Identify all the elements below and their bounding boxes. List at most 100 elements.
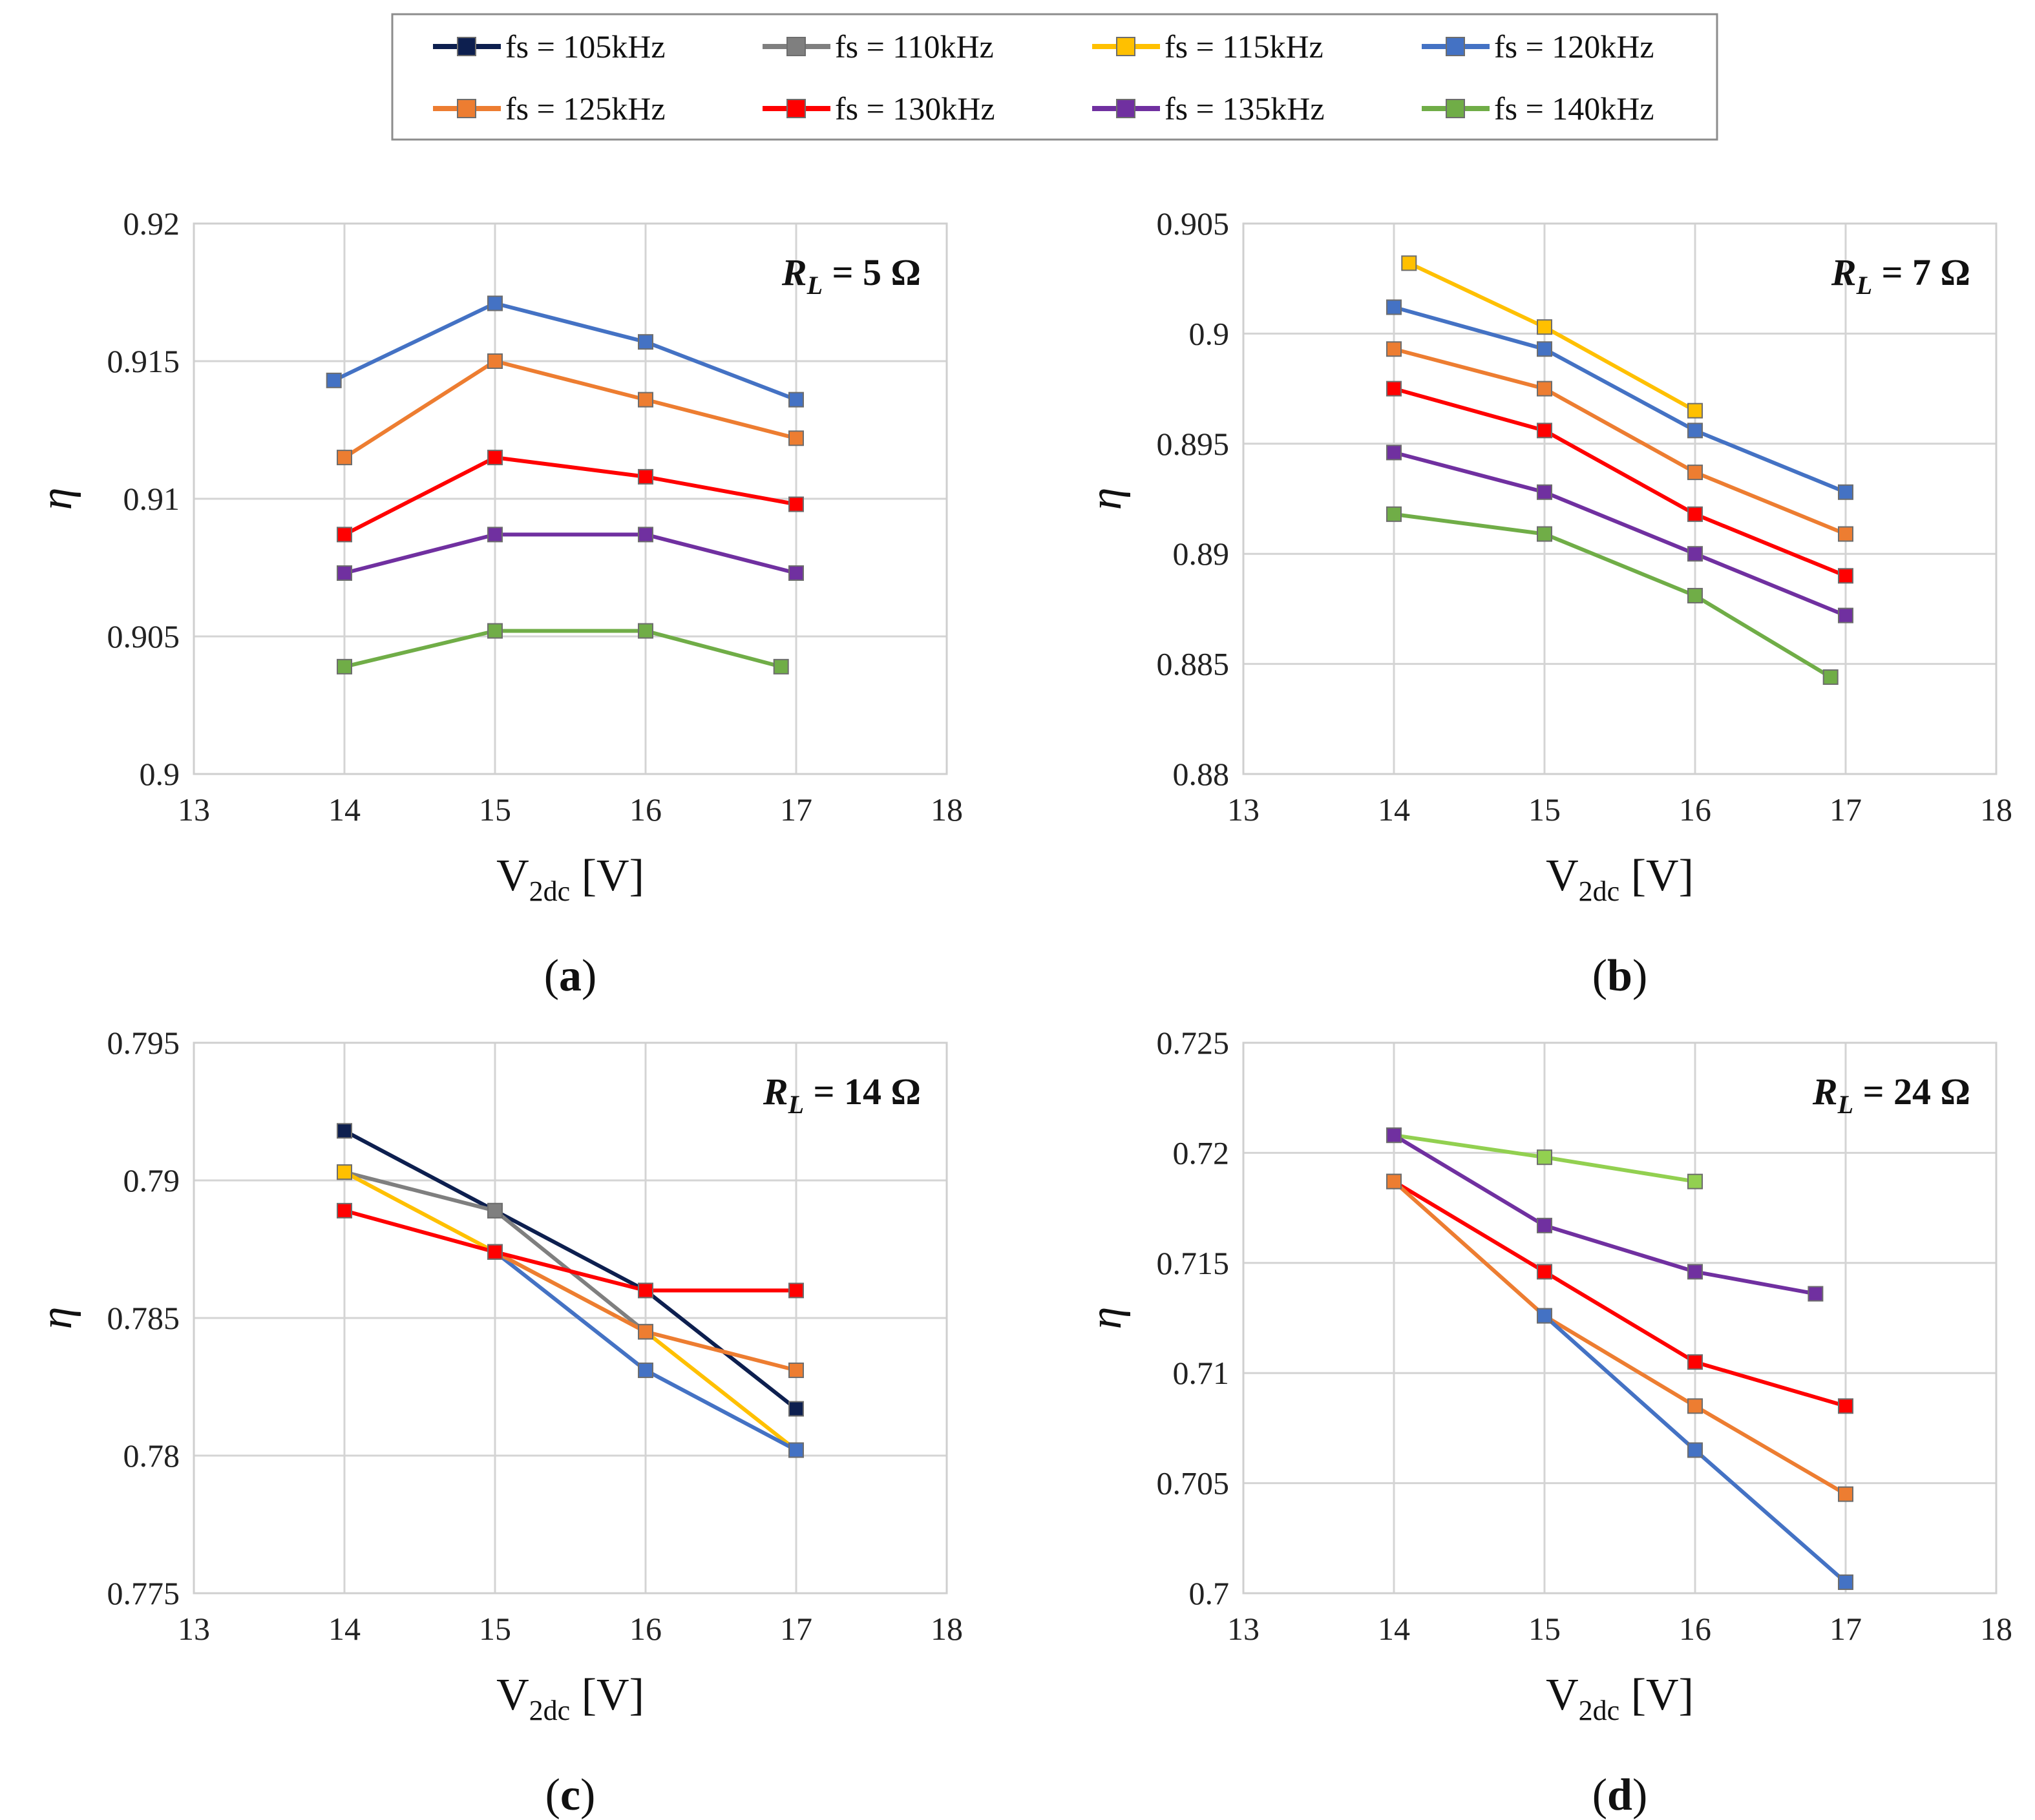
x-tick-label: 13: [178, 1611, 210, 1647]
series-line: [1393, 1133, 1816, 1296]
series-line: [344, 629, 782, 669]
y-tick-label: 0.915: [107, 343, 180, 379]
x-tick-label: 16: [629, 791, 662, 828]
x-tick-label: 14: [1378, 791, 1410, 828]
data-point: [1401, 255, 1417, 271]
x-tick-label: 17: [1829, 1611, 1862, 1647]
annotation-variable: R: [1812, 1071, 1838, 1113]
legend-marker: [1446, 37, 1465, 56]
legend-marker: [786, 37, 806, 56]
data-point: [1838, 1398, 1853, 1414]
x-tick-label: 18: [1980, 1611, 2012, 1647]
legend-label: fs = 120kHz: [1494, 28, 1654, 65]
load-annotation: RL = 14 Ω: [763, 1071, 921, 1119]
data-point: [1838, 484, 1853, 500]
series-line: [1393, 305, 1847, 494]
x-axis-title: V2dc [V]: [496, 1670, 644, 1726]
x-tick-label: 18: [1980, 791, 2012, 828]
y-tick-label: 0.775: [107, 1575, 180, 1611]
data-point: [638, 623, 653, 639]
data-point: [1687, 546, 1703, 562]
series-line: [1393, 1180, 1847, 1496]
data-point: [487, 353, 503, 369]
legend-marker: [1116, 37, 1135, 56]
load-annotation: RL = 7 Ω: [1831, 251, 1970, 300]
data-point: [1386, 341, 1402, 357]
series-line: [1393, 1180, 1846, 1408]
data-point: [1838, 526, 1853, 542]
y-axis-title: η: [32, 1307, 81, 1330]
legend-frame: [391, 13, 1718, 141]
y-axis-title: η: [1081, 1307, 1131, 1330]
data-point: [337, 1123, 352, 1139]
legend-label: fs = 125kHz: [505, 90, 666, 127]
data-point: [638, 527, 653, 543]
series-fs-135khz: [337, 527, 804, 581]
y-tick-label: 0.7: [1189, 1575, 1230, 1611]
x-tick-label: 17: [780, 1611, 812, 1647]
series-line: [1393, 347, 1847, 536]
x-axis-unit: [V]: [570, 851, 644, 901]
series-fs-125khz: [337, 353, 804, 466]
data-point: [1386, 1127, 1402, 1144]
x-tick-label: 15: [1528, 1611, 1561, 1647]
panel-b: 0.88 0.885 0.89 0.895 0.9 0.905 13 14 15 16 17 18 RL…: [1081, 205, 2012, 1001]
data-point: [487, 527, 503, 543]
load-annotation: RL = 24 Ω: [1812, 1071, 1970, 1119]
series-fs-120khz: [1386, 299, 1853, 500]
x-axis-title: V2dc [V]: [496, 851, 644, 907]
data-point: [1822, 669, 1839, 685]
data-point: [638, 392, 653, 408]
x-axis-subscript: 2dc: [1579, 1695, 1620, 1726]
series-line: [344, 532, 797, 575]
x-axis-variable: V: [1546, 851, 1579, 901]
series-fs-135khz: [1386, 1127, 1824, 1302]
legend-label: fs = 135kHz: [1165, 90, 1325, 127]
data-point: [1537, 319, 1552, 335]
data-point: [788, 1401, 804, 1417]
data-point: [1537, 526, 1552, 542]
data-point: [1808, 1286, 1824, 1302]
data-point: [1687, 1442, 1703, 1458]
x-axis-variable: V: [496, 1670, 529, 1720]
data-point: [1687, 423, 1703, 439]
data-point: [1687, 1398, 1703, 1414]
series-fs-130khz: [1386, 1173, 1853, 1414]
series-fs-130khz: [337, 450, 804, 543]
data-point: [1386, 381, 1402, 397]
data-point: [1386, 506, 1402, 522]
y-tick-label: 0.71: [1173, 1355, 1230, 1391]
x-tick-label: 15: [479, 1611, 511, 1647]
series-line: [333, 301, 797, 402]
y-tick-label: 0.89: [1173, 536, 1230, 572]
legend-entry-fs-105khz: fs = 105kHz: [433, 28, 666, 65]
x-tick-label: 13: [1227, 791, 1260, 828]
y-tick-label: 0.905: [107, 618, 180, 654]
series-line: [343, 455, 797, 537]
y-tick-label: 0.795: [107, 1025, 180, 1061]
y-tick-label: 0.79: [123, 1162, 180, 1198]
data-point: [1537, 484, 1552, 500]
y-axis-title: η: [1081, 488, 1131, 510]
series-fs-120khz: [1537, 1308, 1853, 1590]
x-tick-label: 14: [328, 791, 361, 828]
legend-entry-fs-120khz: fs = 120kHz: [1422, 28, 1654, 65]
data-point: [1687, 465, 1703, 481]
y-tick-label: 0.725: [1157, 1025, 1230, 1061]
panel-label-b: (b): [1592, 951, 1648, 1001]
series-fs-130khz: [337, 1202, 804, 1299]
legend-entry-fs-110khz: fs = 110kHz: [763, 28, 994, 65]
legend-marker: [786, 99, 806, 118]
y-tick-label: 0.895: [1157, 426, 1230, 462]
series-line: [344, 1209, 796, 1293]
panel-label-close: ): [1632, 1770, 1647, 1820]
legend-label: fs = 130kHz: [835, 90, 995, 127]
data-point: [638, 334, 653, 350]
y-axis-title: η: [32, 488, 81, 510]
data-point: [337, 1202, 352, 1219]
data-point: [487, 450, 503, 466]
x-tick-label: 16: [1679, 791, 1711, 828]
y-tick-label: 0.91: [123, 481, 180, 517]
series-fs-120khz: [326, 295, 804, 408]
panel-label-open: (: [1592, 951, 1607, 1001]
